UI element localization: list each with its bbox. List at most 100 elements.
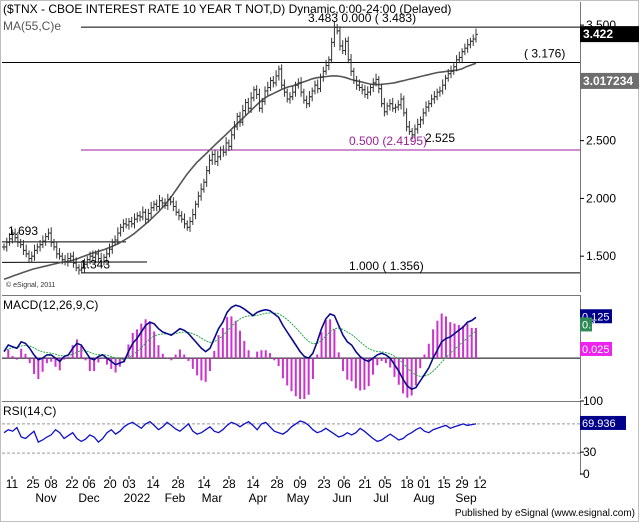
price-bar [362, 85, 367, 98]
price-bar [232, 121, 237, 140]
price-bar [43, 233, 48, 246]
price-bar [135, 212, 140, 223]
rsi-tick-label: 100 [583, 394, 603, 408]
price-bar [271, 75, 276, 88]
price-bar [443, 74, 448, 90]
month-label: May [287, 491, 310, 505]
price-bar [107, 243, 112, 258]
macd-signal-line [3, 312, 477, 377]
time-tick-label: 12 [473, 477, 487, 491]
price-bar [193, 200, 198, 220]
price-bar [204, 166, 209, 187]
price-bar [265, 81, 270, 96]
price-bar [154, 199, 159, 212]
price-bar [224, 137, 229, 156]
time-tick-label: 08 [44, 477, 58, 491]
time-tick-label: 29 [455, 477, 469, 491]
price-bar [229, 130, 234, 150]
rsi-badge-bg [580, 415, 626, 430]
price-bar [188, 216, 193, 232]
price-bar [382, 97, 387, 117]
rsi-tick-label: 0 [583, 467, 590, 478]
time-tick-label: 28 [270, 477, 284, 491]
price-bar [151, 200, 156, 212]
price-bar [157, 194, 162, 210]
price-bar [190, 208, 195, 225]
price-bar [415, 118, 420, 134]
price-panel: 3.483 0.000 ( 3.483) ( 3.176) 0.500 (2.419… [2, 2, 581, 292]
price-bar [118, 223, 123, 237]
macd-badge-bg [580, 341, 612, 356]
price-bar [385, 102, 390, 116]
price-badge-bg [580, 72, 639, 89]
price-bar [199, 183, 204, 201]
price-badge-bg [580, 26, 639, 43]
price-bar [310, 87, 315, 102]
price-bar [49, 227, 54, 247]
price-bar [143, 208, 148, 224]
annot-1693: 1.693 [8, 224, 38, 238]
time-tick-label: 01 [417, 477, 431, 491]
time-tick-label: 20 [103, 477, 117, 491]
price-bar [35, 243, 40, 254]
price-bar [24, 244, 29, 258]
price-bar [213, 149, 218, 165]
price-bar [243, 99, 248, 116]
month-label: Aug [413, 491, 434, 505]
price-bar [418, 116, 423, 128]
price-bar [179, 211, 184, 223]
price-badge: 3.017234 [583, 74, 633, 88]
time-tick-label: 23 [317, 477, 331, 491]
price-bar [215, 151, 220, 167]
price-bar [393, 103, 398, 113]
price-chart[interactable]: 3.483 0.000 ( 3.483) ( 3.176) 0.500 (2.419… [2, 2, 580, 292]
price-bar [182, 213, 187, 229]
price-bar [407, 121, 412, 135]
price-bar [140, 206, 145, 221]
month-label: Jun [332, 491, 351, 505]
price-bar [337, 26, 342, 51]
price-bar [18, 238, 23, 249]
price-bar [185, 220, 190, 231]
price-bar [46, 228, 51, 241]
price-bar [251, 86, 256, 102]
price-bar [326, 56, 331, 71]
price-bar [462, 43, 467, 56]
price-bar [299, 77, 304, 97]
price-bar [440, 79, 445, 95]
price-bar [210, 151, 215, 165]
macd-badge-bg [580, 317, 592, 332]
price-bar [449, 65, 454, 79]
time-tick-label: 05 [378, 477, 392, 491]
price-tick-label: 1.500 [586, 249, 616, 263]
month-label: Apr [249, 491, 268, 505]
price-bar [126, 218, 131, 230]
macd-panel [2, 295, 581, 399]
price-bar [435, 88, 440, 101]
price-bar [63, 255, 68, 266]
month-label: Mar [202, 491, 223, 505]
price-bar [51, 238, 56, 251]
month-label: Dec [78, 491, 99, 505]
publisher-footer: Published by eSignal (www.esignal.com) [454, 508, 635, 519]
price-bar [301, 88, 306, 104]
price-bar [349, 53, 354, 76]
price-bar [218, 146, 223, 161]
ma-label: MA(55,C)e [3, 19, 62, 33]
price-bar [390, 97, 395, 112]
price-bar [285, 88, 290, 103]
price-bar [196, 191, 201, 208]
price-bar [396, 100, 401, 111]
price-bar [474, 28, 478, 43]
price-bar [340, 40, 345, 54]
price-tick-label: 2.000 [586, 191, 616, 205]
rsi-chart[interactable] [2, 402, 580, 475]
time-tick-label: 22 [65, 477, 79, 491]
macd-chart[interactable] [2, 296, 580, 399]
macd-badge: 0.025 [582, 344, 610, 356]
rsi-badge: 69.936 [582, 418, 616, 430]
price-bar [454, 55, 459, 72]
time-tick-label: 28 [222, 477, 236, 491]
time-tick-label: 18 [400, 477, 414, 491]
price-bar [307, 90, 312, 108]
